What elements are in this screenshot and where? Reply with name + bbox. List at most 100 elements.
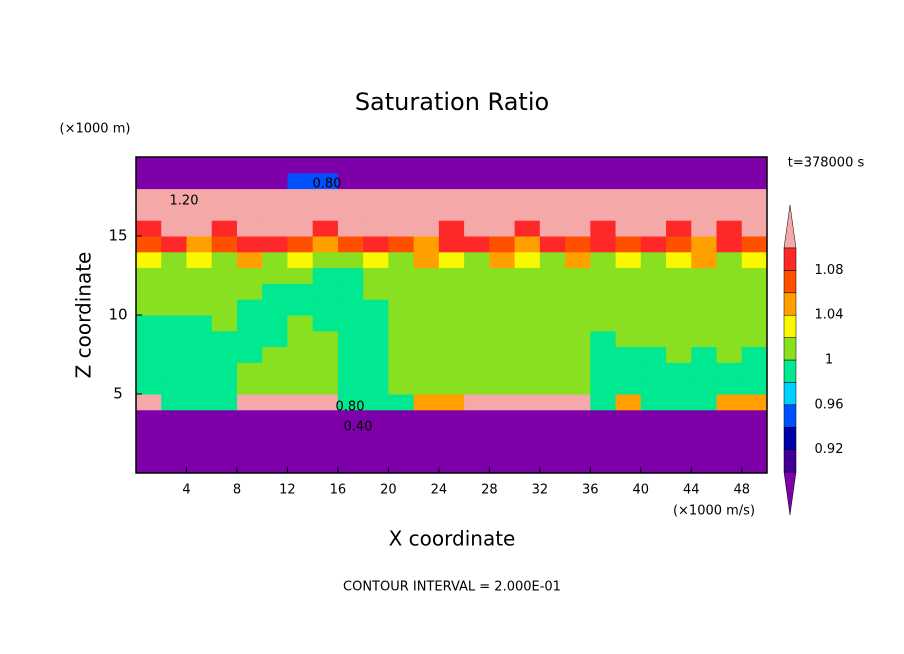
field-cell [438,267,465,284]
field-cell [716,425,743,442]
contour-label: 0.80 [313,177,342,192]
field-cell [539,236,566,253]
field-cell [136,315,162,332]
field-cell [640,283,667,300]
field-cell [438,236,465,253]
field-cell [666,378,692,395]
field-cell [312,378,339,395]
field [136,157,768,474]
field-cell [388,267,415,284]
field-cell [236,425,263,442]
field-cell [464,283,490,300]
field-cell [287,172,314,190]
field-cell [716,409,743,427]
field-cell [236,378,263,395]
field-cell [716,220,743,237]
x-tick-label: 12 [279,483,296,498]
field-cell [514,267,541,284]
field-cell [161,299,187,316]
field-cell [161,330,187,348]
field-cell [388,188,415,205]
x-tick-label: 40 [633,483,650,498]
field-cell [615,267,642,284]
time-label: t=378000 s [788,156,865,171]
field-cell [161,220,187,237]
field-cell [337,220,364,237]
field-cell [388,378,415,395]
field-cell [161,172,187,190]
field-cell [489,299,516,316]
field-cell [716,267,743,284]
field-cell [716,441,743,458]
field-cell [640,204,667,221]
field-cell [287,330,314,348]
colorbar-band [783,382,797,406]
field-cell [514,251,541,269]
field-cell [666,346,692,363]
field-cell [262,394,288,411]
field-cell [363,394,389,411]
field-cell [691,236,718,253]
field-cell [363,425,389,442]
field-cell [716,188,743,205]
colorbar-tick-label: 0.92 [815,442,844,457]
field-cell [640,409,667,427]
field-cell [691,251,718,269]
field-cell [211,346,238,363]
field-cell [464,457,490,474]
field-cell [236,457,263,474]
field-cell [464,378,490,395]
field-cell [615,204,642,221]
field-cell [211,457,238,474]
field-cell [514,204,541,221]
y-unit: (×1000 m) [60,122,131,137]
field-cell [211,251,238,269]
field-cell [363,157,389,174]
field-cell [565,299,591,316]
field-cell [262,362,288,379]
field-cell [337,362,364,379]
field-cell [388,283,415,300]
field-cell [337,236,364,253]
field-cell [161,425,187,442]
field-cell [236,315,263,332]
x-tick-label: 24 [431,483,448,498]
field-cell [691,204,718,221]
field-cell [741,157,768,174]
field-cell [489,457,516,474]
field-cell [287,283,314,300]
field-cell [590,220,617,237]
field-cell [590,267,617,284]
field-cell [741,283,768,300]
field-cell [337,378,364,395]
field-cell [741,188,768,205]
field-cell [262,330,288,348]
field-cell [161,204,187,221]
x-tick-label: 48 [733,483,750,498]
field-cell [186,441,213,458]
field-cell [337,251,364,269]
field-cell [691,409,718,427]
field-cell [539,425,566,442]
field-cell [615,457,642,474]
field-cell [136,236,162,253]
field-cell [691,267,718,284]
field-cell [691,299,718,316]
field-cell [691,394,718,411]
field-cell [741,362,768,379]
field-cell [640,457,667,474]
field-cell [666,251,692,269]
colorbar-band [783,270,797,294]
field-cell [262,204,288,221]
field-cell [161,362,187,379]
field-cell [438,157,465,174]
field-cell [136,283,162,300]
field-cell [363,362,389,379]
field-cell [236,204,263,221]
field-cell [211,188,238,205]
field-cell [262,172,288,190]
field-cell [691,172,718,190]
field-cell [666,394,692,411]
field-cell [464,330,490,348]
field-cell [186,457,213,474]
